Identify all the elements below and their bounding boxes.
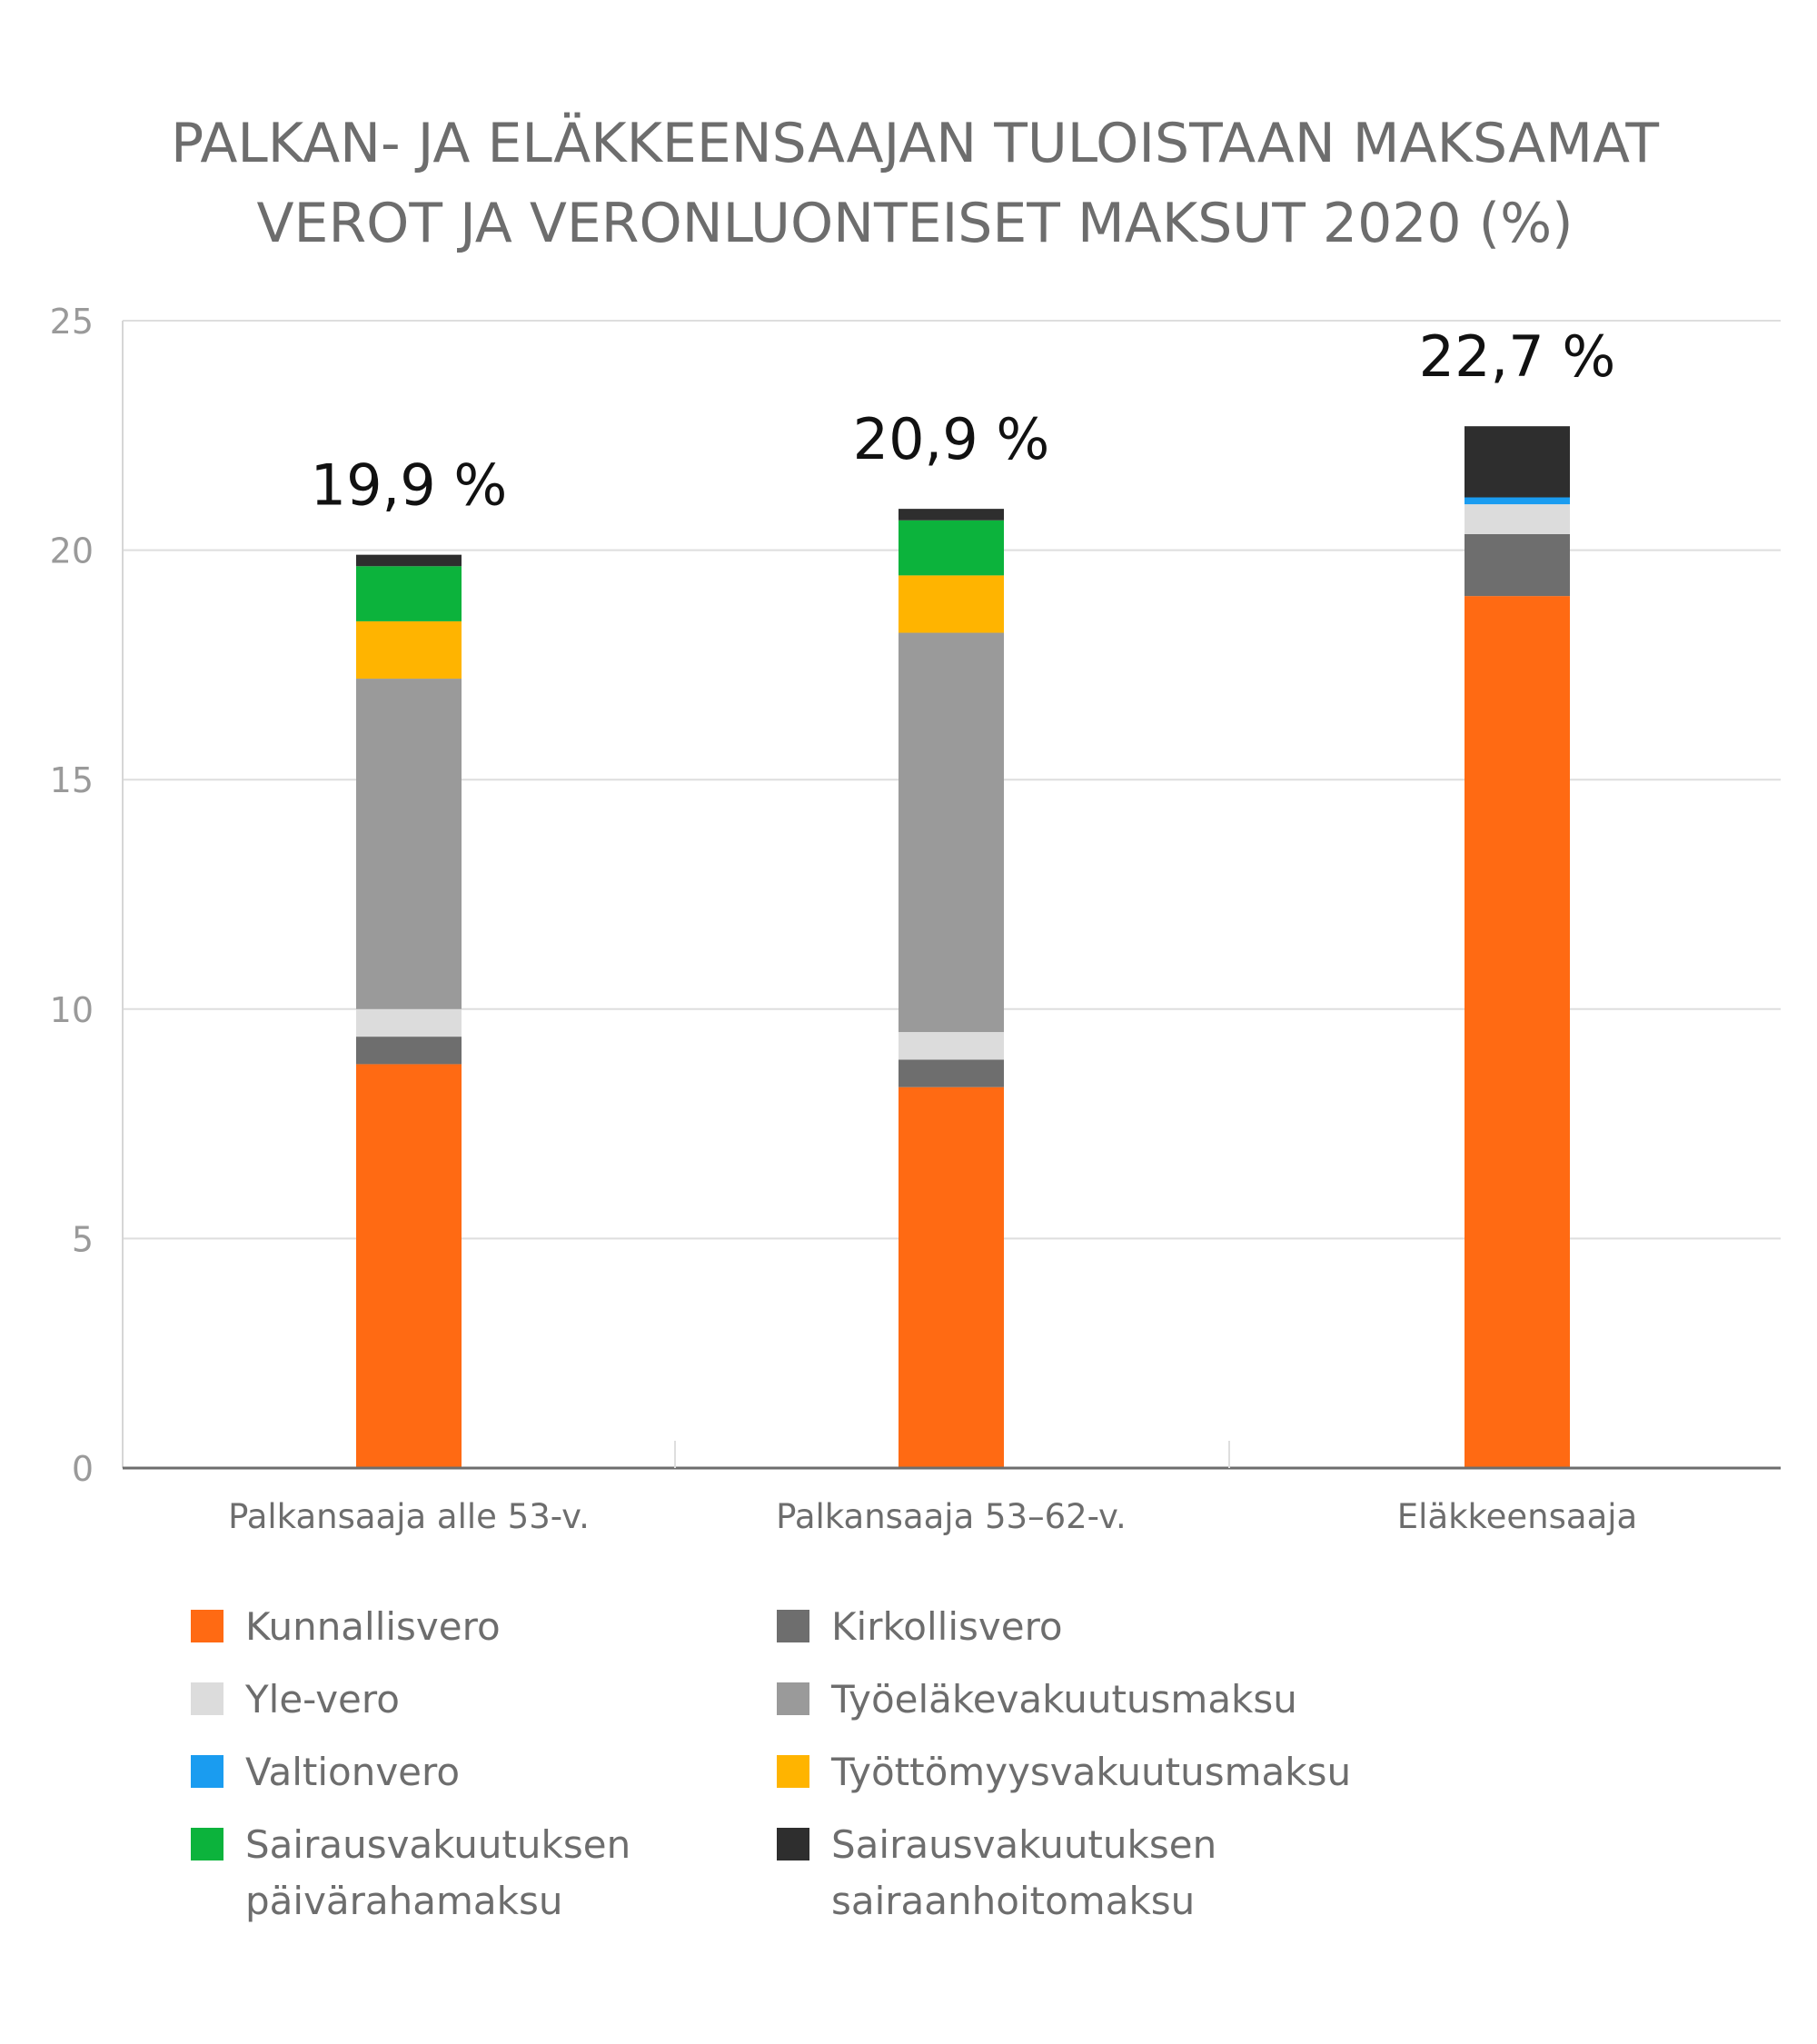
bar-segment-sairaanhoito [899,509,1004,521]
bar-total-label: 20,9 % [853,406,1050,472]
bar-segment-tyoelake [356,679,462,1009]
chart-title-line-2: VEROT JA VERONLUONTEISET MAKSUT 2020 (%) [256,192,1573,255]
legend-swatch [777,1828,809,1860]
chart-title: PALKAN- JA ELÄKKEENSAAJAN TULOISTAAN MAK… [171,111,1659,255]
legend-swatch [777,1610,809,1642]
legend-swatch [777,1682,809,1715]
y-tick-label: 0 [72,1449,94,1489]
bar-segment-kirkollisvero [899,1059,1004,1087]
bar-segment-paivaraha [356,566,462,621]
legend-swatch [191,1610,223,1642]
bar-segment-yle [356,1008,462,1037]
legend-label: Valtionvero [245,1750,460,1794]
bar-segment-sairaanhoito [356,554,462,567]
total-labels: 19,9 % 20,9 % 22,7 % [311,323,1616,518]
bar-segment-valtionvero [1465,497,1570,505]
legend-swatch [191,1755,223,1788]
bar-segment-yle [899,1032,1004,1060]
legend-swatch [191,1682,223,1715]
bar-total-label: 22,7 % [1419,323,1616,390]
bar-segment-kirkollisvero [356,1037,462,1065]
legend-label: Kunnallisvero [245,1604,501,1649]
legend-label: Sairausvakuutuksen [245,1822,630,1867]
legend-label: päivärahamaksu [245,1879,563,1923]
legend-swatch [777,1755,809,1788]
y-tick-label: 10 [50,990,94,1030]
x-tick-label: Eläkkeensaaja [1397,1497,1637,1536]
legend-label: Sairausvakuutuksen [831,1822,1216,1867]
bar-total-label: 19,9 % [311,452,508,519]
x-tick-label: Palkansaaja alle 53-v. [228,1497,590,1536]
y-tick-label: 20 [50,531,94,571]
bar-segment-tyoelake [899,632,1004,1033]
y-axis: 0 5 10 15 20 25 [50,302,124,1489]
legend-label: Työeläkevakuutusmaksu [830,1677,1297,1722]
bar-segment-yle [1465,504,1570,534]
chart-title-line-1: PALKAN- JA ELÄKKEENSAAJAN TULOISTAAN MAK… [171,111,1659,175]
bar-segment-kunnallisvero [356,1064,462,1468]
bars [356,426,1570,1468]
y-tick-label: 15 [50,760,94,800]
legend-label: Kirkollisvero [831,1604,1063,1649]
x-axis: Palkansaaja alle 53-v. Palkansaaja 53–62-… [123,1441,1781,1536]
bar-segment-kunnallisvero [899,1086,1004,1468]
legend-swatch [191,1828,223,1860]
bar-segment-kirkollisvero [1465,533,1570,597]
bar-segment-kunnallisvero [1465,596,1570,1468]
legend-label: Yle-vero [244,1677,400,1722]
y-tick-label: 25 [50,302,94,342]
legend-label: sairaanhoitomaksu [831,1879,1195,1923]
bar-segment-tyottomyys [356,620,462,680]
bar-segment-sairaanhoito [1465,426,1570,498]
legend-label: Työttömyysvakuutusmaksu [830,1750,1351,1794]
legend: Kunnallisvero Kirkollisvero Yle-vero Työelä… [191,1604,1351,1923]
x-tick-label: Palkansaaja 53–62-v. [776,1497,1127,1536]
bar-segment-tyottomyys [899,575,1004,633]
y-tick-label: 5 [72,1219,94,1259]
bar-segment-paivaraha [899,520,1004,576]
